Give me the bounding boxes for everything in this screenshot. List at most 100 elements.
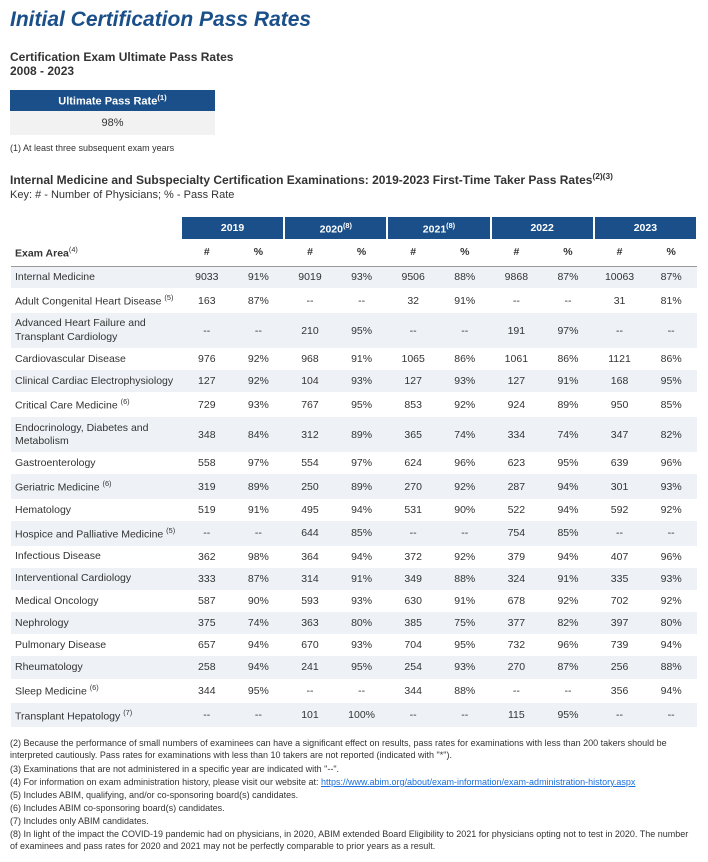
data-cell: 127 [491,370,543,392]
year-header-2021: 2021(8) [387,217,490,240]
data-cell: 92% [439,474,491,499]
data-cell: 95% [542,703,594,727]
data-cell: 88% [439,679,491,704]
data-cell: 587 [181,590,233,612]
data-cell: 74% [233,612,285,634]
exam-area-header: Exam Area(4) [11,239,181,266]
table-row: Infectious Disease36298%36494%37292%3799… [11,546,697,568]
data-cell: 593 [284,590,336,612]
col-num-header: # [491,239,543,266]
data-cell: -- [542,679,594,704]
table-row: Rheumatology25894%24195%25493%27087%2568… [11,656,697,678]
data-cell: 94% [542,474,594,499]
data-cell: -- [439,313,491,348]
data-cell: 754 [491,521,543,546]
data-cell: 678 [491,590,543,612]
exam-area-cell: Infectious Disease [11,546,181,568]
data-cell: -- [181,703,233,727]
footnote-4-link[interactable]: https://www.abim.org/about/exam-informat… [321,777,635,787]
data-cell: 397 [594,612,646,634]
data-cell: 85% [542,521,594,546]
data-cell: -- [645,521,697,546]
data-cell: 92% [645,499,697,521]
footnote-8: (8) In light of the impact the COVID-19 … [10,828,698,852]
data-cell: 333 [181,568,233,590]
data-cell: 81% [645,288,697,313]
data-cell: -- [439,521,491,546]
data-cell: 258 [181,656,233,678]
ultimate-heading: Certification Exam Ultimate Pass Rates 2… [10,50,698,78]
data-cell: 729 [181,392,233,417]
key-text: Key: # - Number of Physicians; % - Pass … [10,189,698,201]
table-row: Pulmonary Disease65794%67093%70495%73296… [11,634,697,656]
data-cell: 91% [336,348,388,370]
ultimate-value: 98% [10,111,215,135]
ultimate-heading-line1: Certification Exam Ultimate Pass Rates [10,50,233,64]
data-cell: 86% [542,348,594,370]
data-cell: 312 [284,417,336,452]
data-cell: 348 [181,417,233,452]
data-cell: 89% [233,474,285,499]
data-cell: 95% [336,656,388,678]
col-num-header: # [181,239,233,266]
table-row: Internal Medicine903391%901993%950688%98… [11,266,697,288]
col-pct-header: % [645,239,697,266]
table-row: Transplant Hepatology (7)----101100%----… [11,703,697,727]
data-cell: 407 [594,546,646,568]
data-cell: 92% [233,370,285,392]
data-cell: -- [387,521,439,546]
data-cell: 88% [439,568,491,590]
data-cell: 250 [284,474,336,499]
main-table: 20192020(8)2021(8)20222023 Exam Area(4) … [10,217,698,728]
data-cell: 95% [336,313,388,348]
data-cell: 639 [594,452,646,474]
data-cell: 365 [387,417,439,452]
data-cell: 93% [336,634,388,656]
data-cell: -- [439,703,491,727]
exam-area-cell: Medical Oncology [11,590,181,612]
data-cell: -- [542,288,594,313]
exam-area-cell: Hospice and Palliative Medicine (5) [11,521,181,546]
data-cell: 372 [387,546,439,568]
data-cell: 531 [387,499,439,521]
data-cell: 94% [645,634,697,656]
data-cell: 356 [594,679,646,704]
data-cell: 254 [387,656,439,678]
year-header-2019: 2019 [181,217,284,240]
data-cell: 93% [336,370,388,392]
data-cell: 31 [594,288,646,313]
col-pct-header: % [233,239,285,266]
data-cell: 95% [233,679,285,704]
data-cell: 344 [181,679,233,704]
exam-area-cell: Adult Congenital Heart Disease (5) [11,288,181,313]
data-cell: 241 [284,656,336,678]
data-cell: 92% [233,348,285,370]
data-cell: -- [336,679,388,704]
table-row: Endocrinology, Diabetes and Metabolism34… [11,417,697,452]
data-cell: 96% [645,546,697,568]
data-cell: 87% [542,656,594,678]
data-cell: 92% [645,590,697,612]
ultimate-header: Ultimate Pass Rate(1) [10,90,215,111]
footnote-2: (2) Because the performance of small num… [10,737,698,761]
data-cell: 704 [387,634,439,656]
data-cell: 950 [594,392,646,417]
data-cell: 375 [181,612,233,634]
data-cell: 287 [491,474,543,499]
data-cell: 349 [387,568,439,590]
data-cell: 89% [542,392,594,417]
data-cell: 9868 [491,266,543,288]
data-cell: 362 [181,546,233,568]
data-cell: 104 [284,370,336,392]
data-cell: 94% [542,546,594,568]
data-cell: 93% [645,568,697,590]
data-cell: -- [233,313,285,348]
data-cell: 93% [645,474,697,499]
data-cell: 168 [594,370,646,392]
data-cell: 319 [181,474,233,499]
data-cell: 210 [284,313,336,348]
data-cell: 32 [387,288,439,313]
data-cell: 92% [439,392,491,417]
data-cell: 82% [645,417,697,452]
data-cell: 80% [645,612,697,634]
